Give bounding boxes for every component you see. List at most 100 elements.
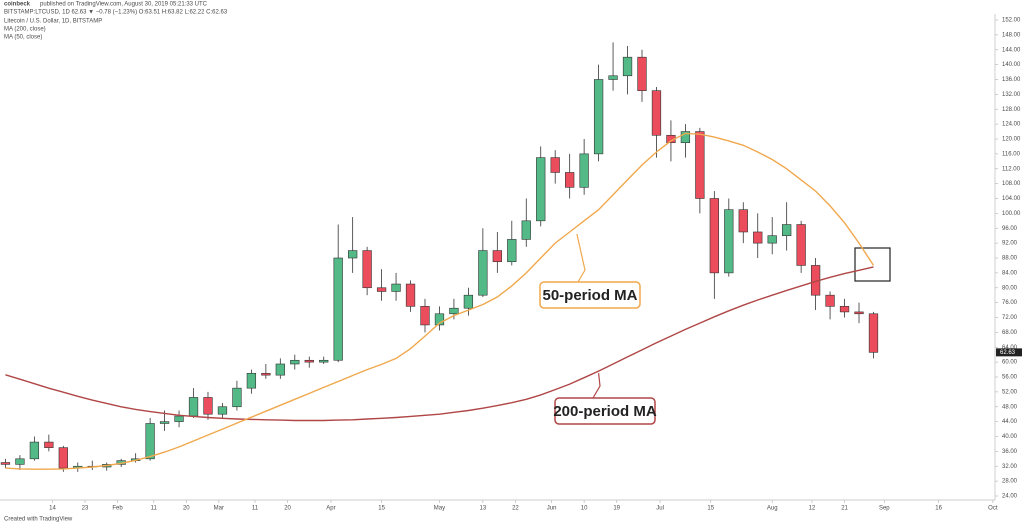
- candle-body: [622, 56, 633, 77]
- y-tick-label: 124.00: [1002, 122, 1021, 128]
- candle-body: [724, 209, 734, 274]
- candle-body: [868, 313, 879, 353]
- y-tick-label: 136.00: [1002, 77, 1021, 83]
- y-tick-label: 56.00: [1002, 375, 1018, 381]
- annotation-box: [554, 397, 656, 425]
- y-tick-label: 28.00: [1002, 479, 1018, 485]
- y-tick-label: 100.00: [1002, 211, 1021, 217]
- y-tick-label: 32.00: [1002, 464, 1018, 470]
- footer: Created with TradingView: [4, 517, 73, 523]
- candle-body: [232, 387, 242, 408]
- annotation: 200-period MA: [553, 403, 657, 420]
- y-tick-label: 152.00: [1002, 18, 1021, 24]
- y-tick-label: 72.00: [1002, 315, 1018, 321]
- x-tick-label: Jul: [656, 506, 664, 512]
- y-tick-label: 144.00: [1002, 47, 1021, 53]
- candle-body: [333, 257, 343, 361]
- x-tick-label: 16: [935, 506, 942, 512]
- y-tick-label: 24.00: [1002, 494, 1018, 500]
- y-tick-label: 76.00: [1002, 300, 1018, 306]
- candle-body: [738, 209, 748, 233]
- candle-body: [319, 359, 329, 363]
- candle-body: [507, 239, 517, 263]
- x-tick-label: Apr: [326, 506, 335, 512]
- candle-body: [608, 75, 618, 80]
- y-tick-label: 140.00: [1002, 62, 1021, 68]
- candle-body: [565, 172, 575, 188]
- candle-body: [376, 287, 387, 292]
- y-tick-label: 148.00: [1002, 32, 1021, 38]
- annotation: 50-period MA: [542, 287, 637, 304]
- y-tick-label: 88.00: [1002, 256, 1018, 262]
- quote: BITSTAMP:LTCUSD, 1D 62.63 ▼ −0.78 (−1.23…: [4, 10, 228, 16]
- candle-body: [753, 231, 763, 244]
- x-tick-label: Jun: [547, 506, 557, 512]
- x-tick-label: 19: [613, 506, 620, 512]
- candle-body: [521, 220, 531, 240]
- author: coinbeck: [4, 2, 31, 8]
- candle-body: [261, 372, 271, 376]
- candle-body: [29, 441, 40, 460]
- candle-body: [536, 157, 546, 222]
- y-tick-label: 108.00: [1002, 181, 1021, 187]
- x-tick-label: 14: [49, 506, 56, 512]
- x-tick-label: Mar: [214, 506, 224, 512]
- x-tick-label: Sep: [879, 506, 890, 512]
- highlight-box: [854, 247, 891, 282]
- moving-average: [5, 132, 875, 470]
- candle-body: [362, 250, 372, 289]
- y-tick-label: 116.00: [1002, 151, 1021, 157]
- y-tick-label: 44.00: [1002, 419, 1018, 425]
- candle-body: [593, 79, 604, 155]
- moving-average: [5, 266, 874, 422]
- candle-body: [44, 441, 54, 448]
- candle-body: [391, 283, 401, 292]
- candle-body: [0, 462, 11, 465]
- y-tick-label: 36.00: [1002, 449, 1018, 455]
- candle-body: [651, 90, 662, 136]
- candle-body: [217, 406, 228, 415]
- candle-body: [145, 423, 155, 460]
- candle-body: [304, 359, 314, 363]
- candle-body: [709, 198, 719, 274]
- candle-body: [767, 235, 777, 244]
- candle-body: [58, 447, 68, 469]
- y-tick-label: 68.00: [1002, 330, 1018, 336]
- candle-body: [246, 372, 257, 389]
- x-tick-label: 20: [183, 506, 190, 512]
- candle-body: [348, 250, 358, 259]
- candle-body: [203, 397, 213, 415]
- x-tick-label: 23: [82, 506, 89, 512]
- candle-body: [188, 397, 199, 417]
- y-tick-label: 52.00: [1002, 389, 1018, 395]
- candle-body: [825, 294, 835, 307]
- annotation-box: [539, 281, 641, 309]
- candle-body: [680, 131, 691, 144]
- y-tick-label: 112.00: [1002, 166, 1021, 172]
- x-tick-label: 12: [809, 506, 816, 512]
- candle-body: [492, 250, 502, 263]
- x-tick-label: May: [434, 506, 445, 512]
- candle-body: [434, 313, 445, 326]
- x-tick-label: Oct: [988, 506, 998, 512]
- candle-body: [839, 306, 850, 313]
- candle-body: [637, 56, 647, 91]
- y-tick-label: 64.00: [1002, 345, 1018, 351]
- candle-body: [550, 157, 560, 173]
- x-tick-label: 21: [841, 506, 848, 512]
- candle-body: [290, 359, 300, 365]
- legend-entry: MA (200, close): [4, 27, 46, 33]
- candle-body: [420, 306, 430, 326]
- x-tick-label: 15: [378, 506, 385, 512]
- y-tick-label: 96.00: [1002, 226, 1018, 232]
- candle-body: [782, 224, 792, 236]
- annotation-pointer: [576, 233, 586, 283]
- legend-entry: MA (50, close): [4, 35, 42, 41]
- chart-title: Litecoin / U.S. Dollar, 1D, BITSTAMP: [4, 19, 102, 25]
- last-price-box: [996, 348, 1022, 357]
- y-tick-label: 128.00: [1002, 107, 1021, 113]
- candle-body: [579, 153, 589, 188]
- y-tick-label: 84.00: [1002, 270, 1018, 276]
- y-tick-label: 92.00: [1002, 241, 1018, 247]
- candle-body: [449, 307, 459, 315]
